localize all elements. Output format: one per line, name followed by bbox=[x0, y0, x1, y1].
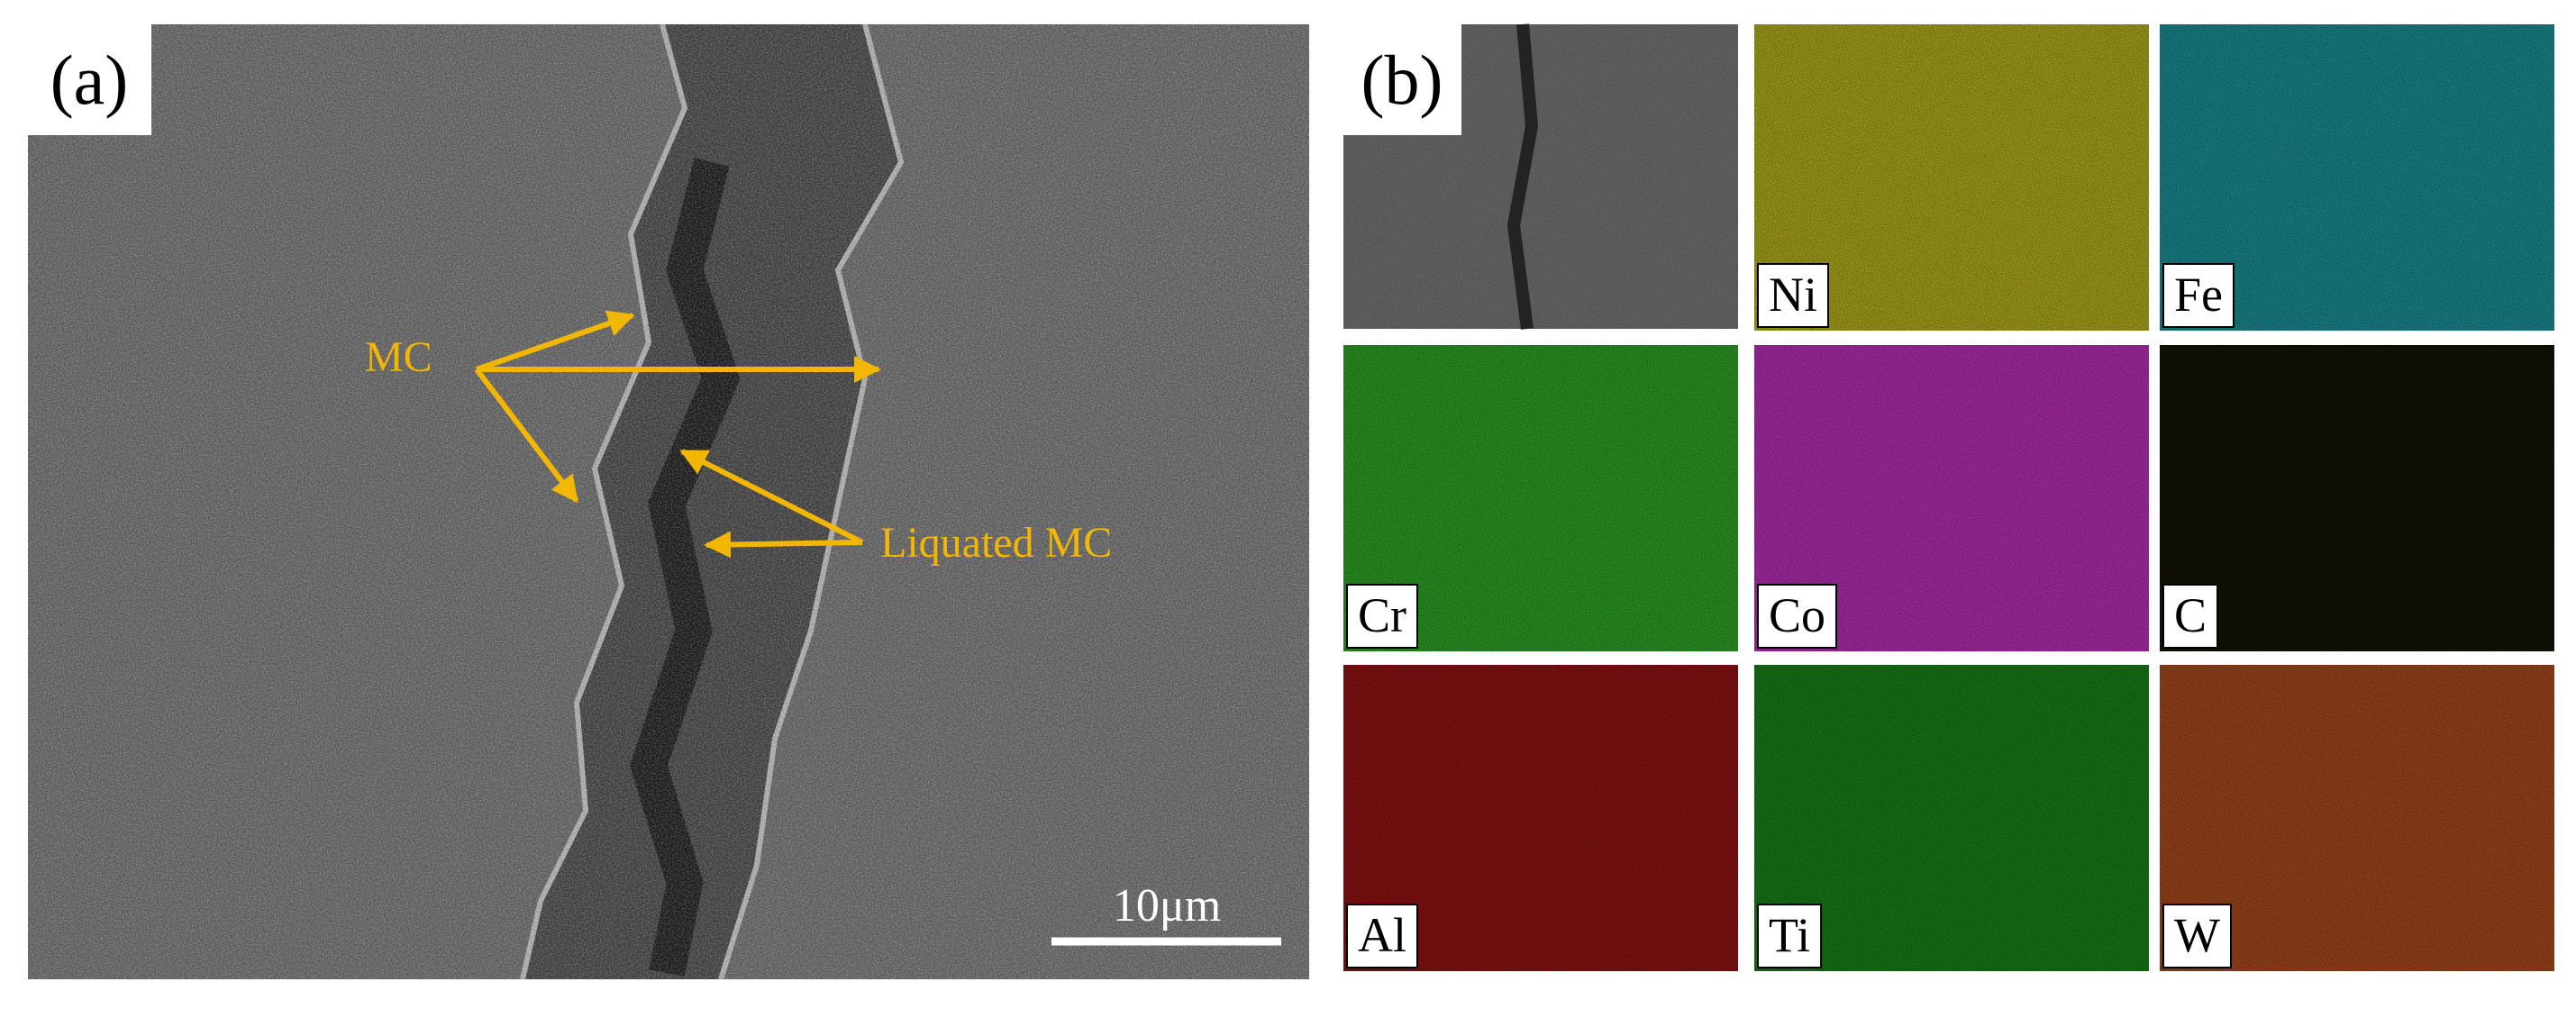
arrow bbox=[704, 531, 863, 559]
annotation: MC bbox=[365, 333, 432, 381]
label-box bbox=[1346, 904, 1418, 968]
label-box bbox=[2162, 904, 2232, 968]
arrow bbox=[474, 368, 579, 504]
annotation: Liquated MC bbox=[880, 519, 1112, 567]
scale-bar-label: 10μm bbox=[1113, 880, 1221, 932]
arrow bbox=[476, 310, 635, 372]
label-box bbox=[1343, 24, 1461, 135]
label-box bbox=[2162, 584, 2219, 649]
element-label: Cr bbox=[1358, 588, 1406, 642]
label-box bbox=[28, 24, 151, 135]
panel-label: (a) bbox=[50, 41, 129, 119]
element-label: Co bbox=[1769, 588, 1825, 642]
element-label: Ti bbox=[1769, 908, 1810, 962]
label-box bbox=[1346, 584, 1419, 649]
element-label: W bbox=[2174, 908, 2220, 962]
arrow bbox=[679, 449, 864, 545]
label-box bbox=[2162, 263, 2235, 328]
panel-b: (b) bbox=[1343, 23, 1738, 330]
panel-label: (b) bbox=[1361, 41, 1443, 119]
label-box bbox=[1757, 584, 1838, 649]
arrows bbox=[474, 310, 881, 559]
element-label: Ni bbox=[1769, 268, 1817, 322]
element-label: C bbox=[2174, 588, 2207, 642]
panel-a: (a) MC Liquated MC 10μm bbox=[28, 23, 1309, 980]
eds-maps: Ni Fe Cr Co C Al Ti W bbox=[1343, 24, 2554, 971]
particles bbox=[28, 24, 1309, 979]
label-box bbox=[1757, 904, 1823, 968]
texture bbox=[2160, 345, 2554, 651]
element-label: Fe bbox=[2174, 268, 2223, 322]
label-box bbox=[1757, 263, 1829, 328]
element-label: Al bbox=[1358, 908, 1406, 962]
